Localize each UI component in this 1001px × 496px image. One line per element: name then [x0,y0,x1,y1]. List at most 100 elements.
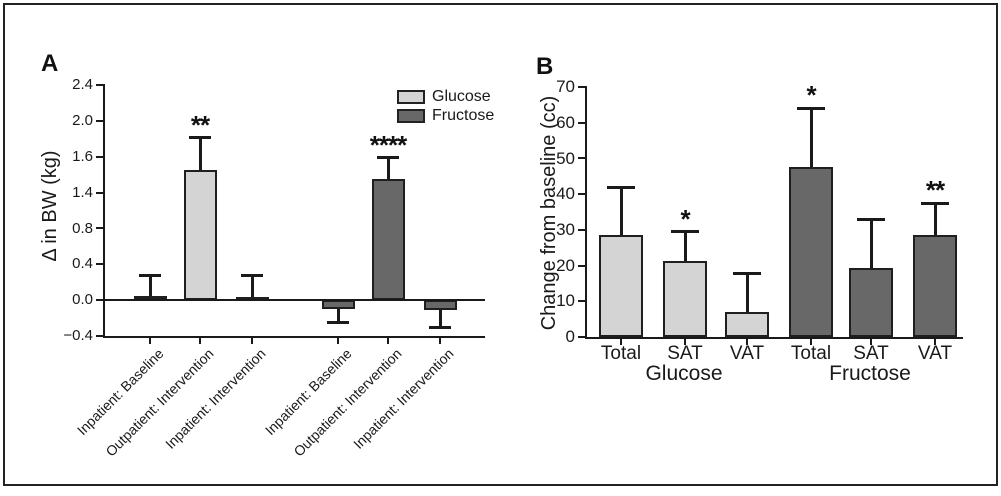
fructose-swatch-icon [397,108,425,123]
y-tick-label: 1.6 [72,147,93,165]
bar-glucose-2 [725,312,769,337]
x-tick [387,338,389,344]
y-tick-label: 20 [556,255,575,275]
x-category-label: SAT [667,343,703,364]
y-tick-label: 1.4 [72,183,93,201]
error-bar-cap [139,273,161,277]
y-tick [96,335,103,337]
error-bar-cap [377,156,399,160]
error-bar-line [619,187,623,236]
y-tick-label: 70 [556,77,575,97]
error-bar-line [386,157,390,180]
y-tick-label: 30 [556,220,575,240]
legend-item-glucose: Glucose [397,87,494,106]
group-label-glucose: Glucose [645,362,723,385]
y-tick [578,193,585,196]
error-bar-cap [671,230,699,234]
error-bar-line [809,108,813,167]
bar-fructose-1 [849,268,893,337]
error-bar-cap [921,201,949,205]
significance-marker: **** [369,129,407,160]
x-tick [439,338,441,344]
bar-glucose-1 [183,170,217,300]
y-tick [96,84,103,86]
x-category-label: Total [790,343,832,364]
bar-fructose-0 [321,300,355,310]
panel-a-y-axis-title: Δ in BW (kg) [39,150,61,262]
significance-marker: * [680,203,690,234]
error-bar-line [438,310,442,328]
y-tick [578,86,585,88]
error-bar-line [869,219,873,269]
error-bar-cap [429,326,451,330]
error-bar-cap [607,185,635,189]
x-category-label: SAT [853,343,889,364]
panel-a-label: A [41,50,59,77]
x-axis [103,336,485,338]
x-tick [149,338,151,344]
error-bar-line [198,137,202,171]
bar-glucose-1 [663,261,707,337]
significance-marker: * [806,80,816,111]
error-bar-line [250,275,254,298]
x-category-label: VAT [729,343,765,364]
bar-fructose-2 [423,300,457,310]
group-label-fructose: Fructose [829,362,911,385]
error-bar-cap [241,274,263,278]
y-tick [578,264,585,267]
error-bar-line [148,275,152,296]
error-bar-line [933,203,937,235]
legend-label-fructose: Fructose [432,106,495,124]
x-tick [620,339,622,345]
y-tick [578,228,585,231]
bar-glucose-0 [599,235,643,337]
x-tick [934,339,936,345]
y-tick [96,119,103,122]
significance-marker: ** [190,109,210,140]
y-tick-label: −0.4 [63,327,93,345]
y-tick [578,121,585,124]
y-tick-label: 50 [556,148,575,168]
y-tick [578,157,585,160]
glucose-swatch-icon [397,89,425,104]
bar-fructose-2 [913,234,957,337]
error-bar-line [336,309,340,323]
legend: Glucose Fructose [397,87,494,125]
x-tick [746,339,748,345]
significance-marker: ** [925,175,945,206]
y-tick [96,155,103,158]
zero-baseline [105,299,485,301]
y-tick-label: 0.4 [72,255,93,273]
y-tick-label: 2.0 [72,112,93,130]
x-tick [870,339,872,345]
x-tick [810,339,812,345]
bar-fructose-1 [371,179,405,300]
error-bar-cap [189,136,211,140]
y-tick-label: 0 [565,327,575,347]
error-bar-line [683,231,687,262]
y-tick-label: 60 [556,112,575,132]
x-tick [199,338,201,344]
x-tick [251,338,253,344]
y-tick [578,336,585,338]
x-axis [585,337,963,339]
x-tick [337,338,339,344]
y-tick-label: 40 [556,184,575,204]
y-tick [578,300,585,303]
y-tick-label: 0.0 [72,291,93,309]
bar-glucose-0 [133,295,167,300]
y-tick-label: 0.8 [72,219,93,237]
x-tick [684,339,686,345]
y-axis [585,86,587,339]
bar-fructose-0 [789,166,833,337]
x-category-label: Total [600,343,642,364]
error-bar-cap [327,321,349,325]
error-bar-cap [857,217,885,221]
y-tick [96,191,103,194]
x-category-label: VAT [917,343,953,364]
error-bar-cap [797,106,825,110]
y-tick [96,299,103,302]
panel-b-label: B [536,53,554,80]
y-tick-label: 2.4 [72,76,93,94]
